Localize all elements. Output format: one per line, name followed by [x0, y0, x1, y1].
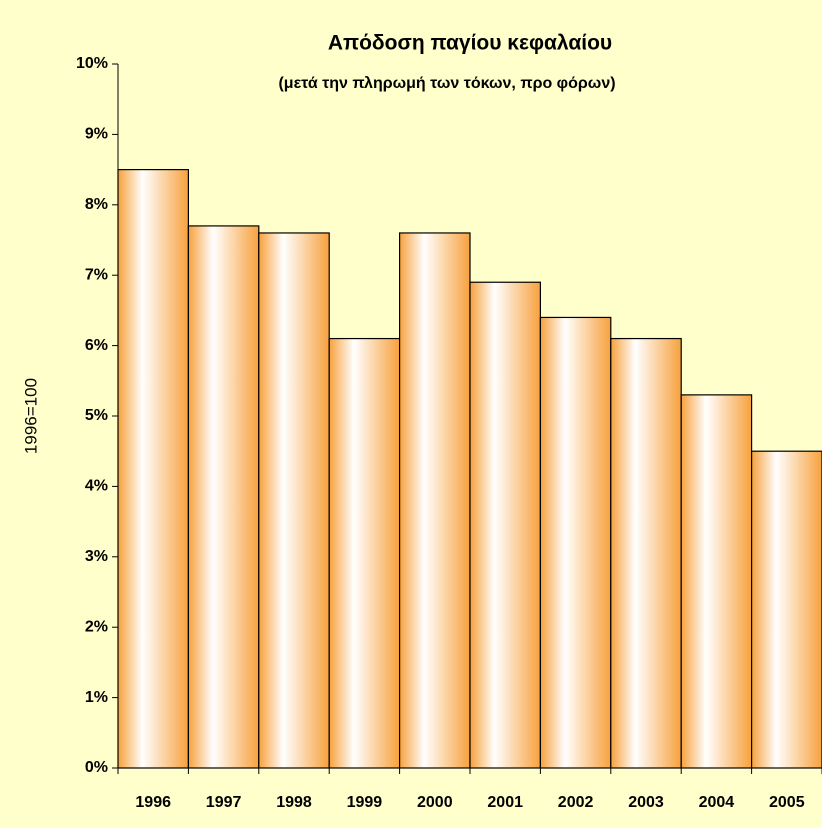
y-tick-label: 9% [85, 126, 108, 143]
y-tick-label: 3% [85, 548, 108, 565]
bar [539, 316, 612, 769]
x-tick-label: 2005 [769, 794, 805, 811]
x-tick-label: 2000 [417, 794, 453, 811]
y-tick-label: 7% [85, 266, 108, 283]
bar [750, 450, 822, 769]
x-tick-label: 1996 [135, 794, 171, 811]
bar [680, 394, 753, 769]
x-tick-label: 1997 [206, 794, 242, 811]
x-tick-label: 1998 [276, 794, 312, 811]
chart-subtitle: (μετά την πληρωμή των τόκων, προ φόρων) [278, 75, 615, 92]
bar [328, 337, 401, 769]
chart-title: Απόδοση παγίου κεφαλαίου [328, 32, 612, 55]
y-tick-label: 1% [85, 689, 108, 706]
bar [187, 225, 260, 769]
bar [610, 337, 682, 769]
y-tick-label: 6% [85, 337, 108, 354]
y-tick-label: 8% [85, 196, 108, 213]
bar [258, 232, 330, 769]
x-tick-label: 2003 [628, 794, 664, 811]
y-tick-label: 5% [85, 407, 108, 424]
x-tick-label: 1999 [347, 794, 383, 811]
y-tick-label: 10% [76, 55, 108, 72]
y-tick-label: 0% [85, 759, 108, 776]
y-tick-label: 4% [85, 478, 108, 495]
y-tick-label: 2% [85, 618, 108, 635]
bar [469, 281, 542, 769]
x-tick-label: 2002 [558, 794, 594, 811]
bar [117, 169, 190, 769]
x-tick-label: 2001 [487, 794, 523, 811]
x-tick-label: 2004 [699, 794, 735, 811]
y-axis-label: 1996=100 [21, 378, 40, 454]
bar [399, 232, 471, 769]
